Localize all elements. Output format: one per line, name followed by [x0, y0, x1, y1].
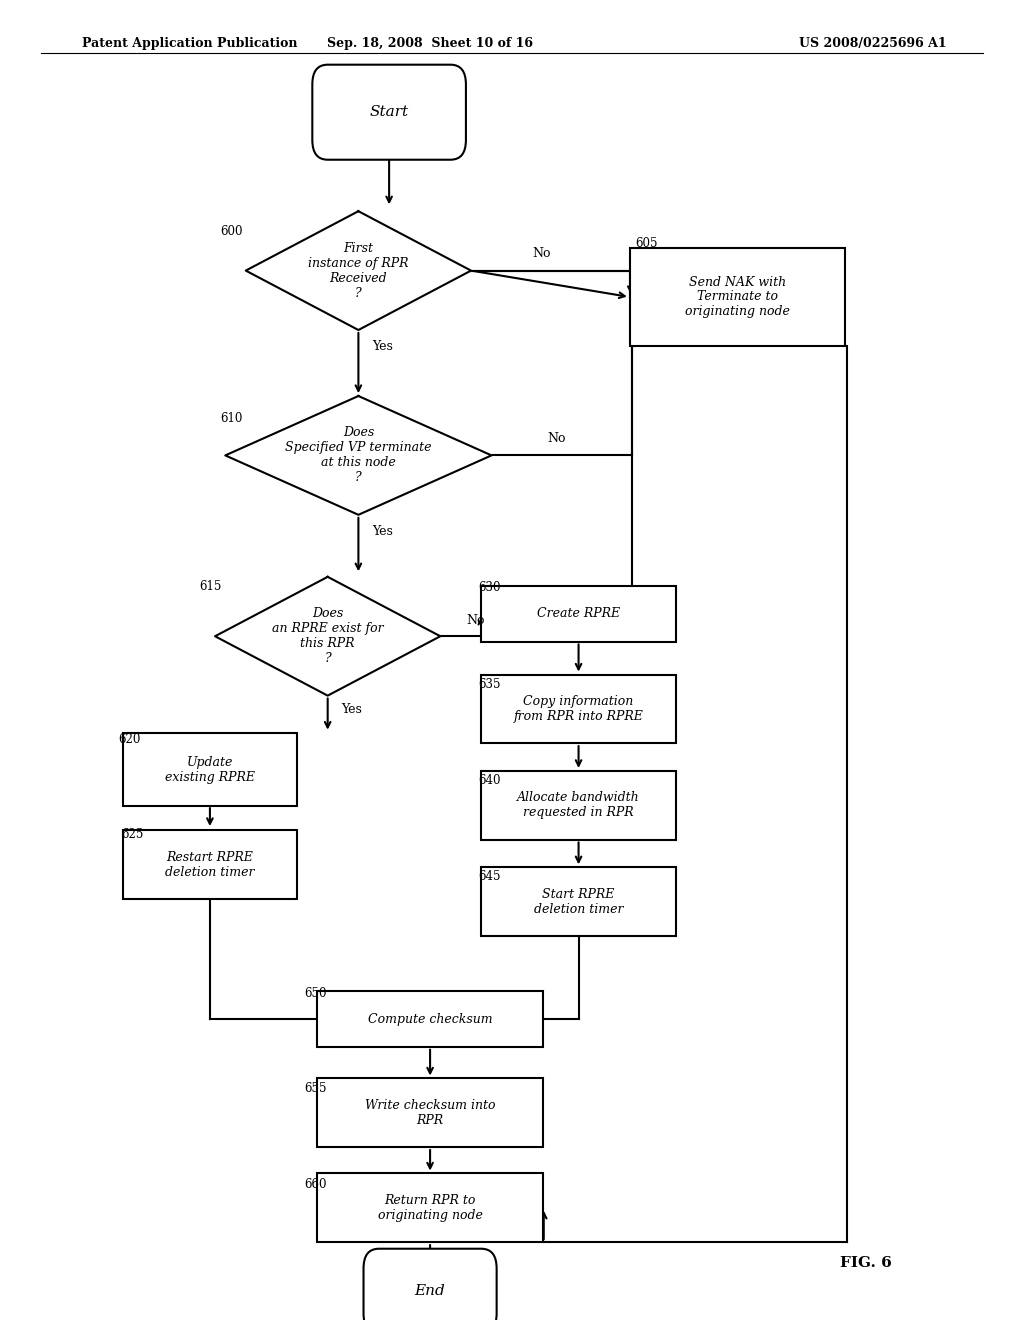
Text: Does
an RPRE exist for
this RPR
?: Does an RPRE exist for this RPR ?: [271, 607, 384, 665]
Text: 600: 600: [220, 224, 243, 238]
Text: Compute checksum: Compute checksum: [368, 1012, 493, 1026]
FancyBboxPatch shape: [312, 65, 466, 160]
Text: Write checksum into
RPR: Write checksum into RPR: [365, 1098, 496, 1127]
Polygon shape: [215, 577, 440, 696]
FancyBboxPatch shape: [317, 1078, 543, 1147]
Text: 635: 635: [478, 677, 501, 690]
Text: Return RPR to
originating node: Return RPR to originating node: [378, 1193, 482, 1222]
Text: 640: 640: [478, 774, 501, 787]
FancyBboxPatch shape: [123, 830, 297, 899]
Text: No: No: [548, 432, 566, 445]
Text: Send NAK with
Terminate to
originating node: Send NAK with Terminate to originating n…: [685, 276, 790, 318]
Text: Patent Application Publication: Patent Application Publication: [82, 37, 297, 50]
Text: Allocate bandwidth
requested in RPR: Allocate bandwidth requested in RPR: [517, 791, 640, 820]
Text: Does
Specified VP terminate
at this node
?: Does Specified VP terminate at this node…: [285, 426, 432, 484]
Text: Copy information
from RPR into RPRE: Copy information from RPR into RPRE: [514, 694, 643, 723]
Polygon shape: [225, 396, 492, 515]
Text: 645: 645: [478, 870, 501, 883]
Text: Yes: Yes: [372, 524, 392, 537]
FancyBboxPatch shape: [481, 675, 676, 743]
Text: Update
existing RPRE: Update existing RPRE: [165, 755, 255, 784]
Text: No: No: [532, 247, 551, 260]
Text: Create RPRE: Create RPRE: [537, 607, 621, 620]
FancyBboxPatch shape: [481, 867, 676, 936]
Text: 630: 630: [478, 581, 501, 594]
Text: 605: 605: [635, 236, 657, 249]
Text: 610: 610: [220, 412, 243, 425]
Text: Sep. 18, 2008  Sheet 10 of 16: Sep. 18, 2008 Sheet 10 of 16: [327, 37, 534, 50]
FancyBboxPatch shape: [123, 734, 297, 805]
FancyBboxPatch shape: [317, 1173, 543, 1242]
Text: Start RPRE
deletion timer: Start RPRE deletion timer: [534, 887, 624, 916]
Text: End: End: [415, 1284, 445, 1298]
FancyBboxPatch shape: [630, 248, 845, 346]
FancyBboxPatch shape: [364, 1249, 497, 1320]
Text: No: No: [466, 614, 484, 627]
Text: 620: 620: [118, 733, 140, 746]
Text: FIG. 6: FIG. 6: [840, 1257, 892, 1270]
Text: Start: Start: [370, 106, 409, 119]
FancyBboxPatch shape: [481, 771, 676, 840]
Text: US 2008/0225696 A1: US 2008/0225696 A1: [799, 37, 946, 50]
FancyBboxPatch shape: [317, 991, 543, 1047]
Text: Yes: Yes: [341, 702, 361, 715]
Polygon shape: [246, 211, 471, 330]
Text: 650: 650: [304, 986, 327, 999]
Text: Restart RPRE
deletion timer: Restart RPRE deletion timer: [165, 850, 255, 879]
Text: First
instance of RPR
Received
?: First instance of RPR Received ?: [308, 242, 409, 300]
Text: 625: 625: [121, 828, 143, 841]
Text: Yes: Yes: [372, 339, 392, 352]
Text: 655: 655: [304, 1081, 327, 1094]
Text: 660: 660: [304, 1177, 327, 1191]
Text: 615: 615: [200, 579, 222, 593]
FancyBboxPatch shape: [481, 586, 676, 642]
